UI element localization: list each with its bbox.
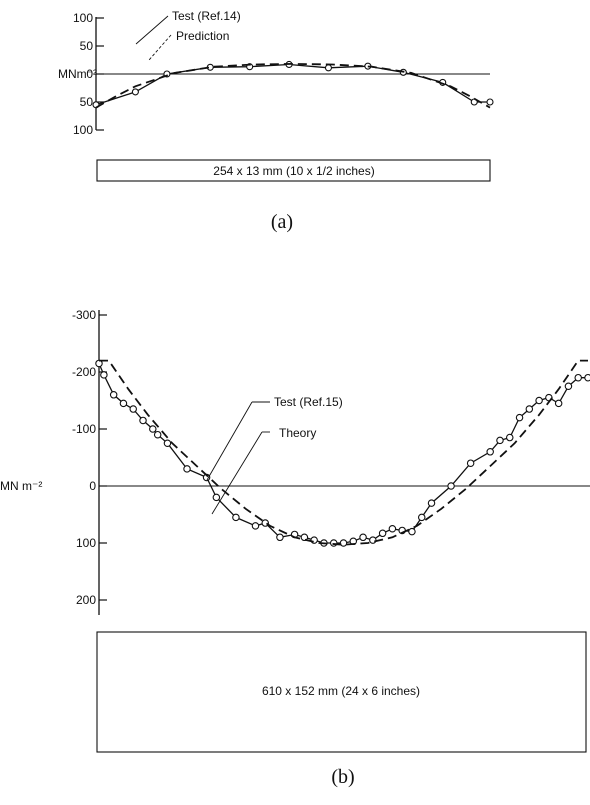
data-point-b-3	[119, 399, 128, 408]
legend-leader-theory-b-diag	[211, 431, 263, 515]
y-tick-label-b-3: 0	[89, 479, 96, 493]
data-point-b-32	[466, 459, 475, 467]
data-point-b-41	[564, 382, 573, 390]
panel-a-specimen-label: 254 x 13 mm (10 x 1/2 inches)	[213, 164, 374, 178]
data-point-b-23	[359, 533, 367, 542]
legend-label-prediction-a: Prediction	[176, 29, 229, 43]
legend-leader-test-b-diag	[206, 401, 253, 481]
series-line-a-dashed	[95, 62, 491, 109]
y-tick-label-a-3: 50	[80, 39, 94, 53]
legend-label-theory-b: Theory	[279, 426, 316, 440]
y-tick-label-b-2: -100	[72, 422, 96, 436]
data-point-a-6	[324, 64, 333, 72]
series-line-b-test	[98, 363, 588, 544]
panel-a-series	[92, 60, 494, 109]
legend-leader-test-a	[135, 15, 169, 45]
data-point-b-40	[554, 399, 563, 408]
data-point-b-29	[417, 513, 426, 522]
data-point-b-17	[300, 533, 309, 542]
data-point-b-24	[369, 536, 377, 544]
y-tick-label-b-4: 100	[76, 536, 96, 550]
data-point-b-15	[276, 533, 284, 542]
data-point-b-28	[408, 527, 416, 536]
data-point-b-2	[109, 391, 118, 399]
data-point-b-43	[584, 373, 590, 382]
data-point-b-38	[535, 396, 543, 405]
data-point-a-1	[131, 88, 139, 96]
series-line-b-dashed	[99, 359, 588, 546]
y-tick-label-a-2: 0	[86, 67, 93, 81]
data-point-b-11	[212, 493, 221, 502]
panel-a-specimen-box	[96, 159, 491, 182]
data-point-b-26	[388, 524, 397, 533]
data-point-b-18	[310, 536, 318, 544]
panel-b-caption: (b)	[331, 766, 354, 788]
data-point-b-33	[486, 448, 494, 456]
data-point-b-13	[251, 522, 260, 530]
data-point-b-34	[496, 436, 504, 445]
panel-a-ylabel: MNm⁻²	[58, 67, 97, 81]
data-point-b-6	[149, 425, 157, 433]
panel-b-specimen-label: 610 x 152 mm (24 x 6 inches)	[262, 684, 420, 698]
data-point-b-31	[447, 482, 455, 490]
y-tick-label-b-0: -300	[72, 308, 96, 322]
y-tick-label-a-4: 100	[73, 11, 93, 25]
data-point-b-42	[574, 373, 582, 382]
y-tick-label-a-0: 100	[73, 123, 93, 137]
data-point-a-11	[486, 98, 494, 106]
legend-label-test-a: Test (Ref.14)	[172, 9, 241, 23]
y-tick-label-a-1: 50	[80, 95, 94, 109]
data-point-b-30	[427, 499, 436, 507]
series-line-a-test	[95, 63, 490, 106]
data-point-b-12	[232, 513, 240, 522]
panel-b: -300 -200 -100 0 100 200 MN m⁻² Test (Ref.15)…	[0, 308, 590, 788]
data-point-b-36	[515, 413, 524, 422]
data-point-b-21	[339, 539, 348, 547]
panel-a-caption: (a)	[271, 211, 293, 233]
y-tick-label-b-5: 200	[76, 593, 96, 607]
panel-b-y-ticks: -300 -200 -100 0 100 200	[72, 308, 107, 607]
legend-leader-prediction-a	[148, 34, 172, 61]
data-point-b-1	[100, 371, 108, 379]
panel-a: 100 50 0 50 100 MNm⁻² Test (Ref.14) Predicti…	[58, 9, 494, 233]
panel-b-series	[95, 359, 590, 547]
data-point-b-8	[163, 439, 172, 447]
data-point-b-5	[139, 416, 147, 425]
data-point-b-25	[378, 529, 387, 538]
legend-label-test-b: Test (Ref.15)	[274, 395, 343, 409]
panel-a-y-ticks: 100 50 0 50 100	[73, 11, 104, 137]
data-point-b-9	[183, 465, 191, 473]
panel-b-specimen-box	[96, 631, 587, 753]
data-point-b-37	[525, 405, 534, 413]
y-tick-label-b-1: -200	[72, 365, 96, 379]
panel-b-ylabel: MN m⁻²	[0, 479, 42, 493]
data-point-b-4	[129, 405, 137, 413]
data-point-b-7	[153, 430, 162, 439]
data-point-b-20	[329, 539, 338, 547]
data-point-b-35	[506, 433, 514, 442]
